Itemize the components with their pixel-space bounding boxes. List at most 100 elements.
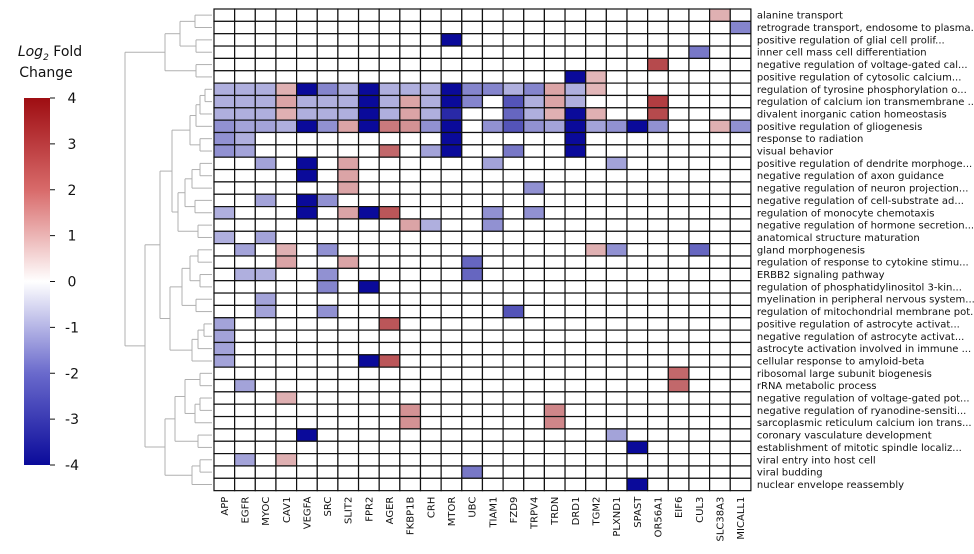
- heatmap-cell: [688, 453, 711, 467]
- heatmap-cell: [626, 20, 649, 35]
- heatmap-cell: [523, 428, 545, 442]
- heatmap-cell: [564, 428, 587, 442]
- heatmap-cell: [564, 70, 587, 84]
- heatmap-cell: [708, 181, 731, 195]
- heatmap-cell: [481, 144, 504, 158]
- row-label: positive regulation of dendrite morphoge…: [757, 159, 972, 170]
- heatmap-cell: [254, 391, 277, 405]
- heatmap-cell: [399, 33, 422, 47]
- heatmap-cell: [667, 33, 690, 47]
- heatmap-cell: [316, 304, 339, 319]
- heatmap-cell: [399, 403, 422, 418]
- heatmap-cell: [647, 428, 669, 442]
- colorbar: Log2 Fold Change 4 3 2 1 0 -1 -2 -3 -4: [18, 44, 82, 474]
- heatmap-cell: [667, 181, 690, 195]
- heatmap-cell: [378, 341, 401, 356]
- heatmap-cell: [254, 428, 277, 442]
- heatmap-cell: [708, 156, 731, 171]
- heatmap-cell: [275, 107, 298, 121]
- heatmap-cell: [688, 255, 711, 269]
- column-label: EIF6: [674, 497, 685, 518]
- heatmap-cell: [523, 82, 545, 97]
- heatmap-cell: [337, 329, 360, 344]
- heatmap-cell: [440, 193, 463, 208]
- row-label: regulation of calcium ion transmembrane …: [757, 97, 974, 108]
- heatmap-cell: [357, 107, 380, 121]
- heatmap-cell: [647, 304, 669, 319]
- heatmap-cell: [667, 428, 690, 442]
- heatmap-cell: [543, 428, 566, 442]
- heatmap-cell: [399, 378, 422, 393]
- heatmap-cell: [667, 329, 690, 344]
- heatmap-cell: [708, 267, 731, 282]
- heatmap-cell: [481, 168, 504, 183]
- heatmap-cell: [647, 453, 669, 467]
- heatmap-cell: [564, 45, 587, 59]
- heatmap-cell: [564, 317, 587, 331]
- heatmap-cell: [605, 8, 628, 22]
- heatmap-cell: [440, 378, 463, 393]
- heatmap-cell: [440, 341, 463, 356]
- heatmap-cell: [419, 403, 442, 418]
- heatmap-cell: [502, 280, 525, 294]
- heatmap-cell: [275, 477, 298, 492]
- heatmap-cell: [688, 465, 711, 479]
- heatmap-cell: [605, 304, 628, 319]
- heatmap-cell: [296, 181, 318, 195]
- heatmap-cell: [275, 57, 298, 72]
- heatmap-cell: [419, 181, 442, 195]
- heatmap-cell: [481, 280, 504, 294]
- heatmap-cell: [275, 168, 298, 183]
- heatmap-cell: [667, 292, 690, 306]
- heatmap-cell: [440, 8, 463, 22]
- heatmap-cell: [543, 193, 566, 208]
- heatmap-cell: [729, 329, 752, 344]
- heatmap-cell: [399, 181, 422, 195]
- heatmap-cell: [729, 82, 752, 97]
- heatmap-cell: [337, 391, 360, 405]
- heatmap-cell: [502, 428, 525, 442]
- heatmap-cell: [605, 206, 628, 220]
- heatmap-cell: [378, 206, 401, 220]
- heatmap-cell: [626, 181, 649, 195]
- column-labels: APP EGFR MYOC CAV1 VEGFA SRC SLIT2 FPR2 AGER FKBP…: [220, 496, 747, 542]
- heatmap-cell: [605, 280, 628, 294]
- heatmap-cell: [502, 193, 525, 208]
- heatmap-cell: [543, 181, 566, 195]
- heatmap-cell: [357, 453, 380, 467]
- heatmap-cell: [523, 292, 545, 306]
- heatmap-cell: [585, 82, 607, 97]
- heatmap-cell: [585, 156, 607, 171]
- heatmap-cell: [461, 45, 484, 59]
- heatmap-cell: [626, 94, 649, 109]
- heatmap-cell: [419, 391, 442, 405]
- heatmap-cell: [234, 131, 256, 146]
- heatmap-cell: [419, 329, 442, 344]
- heatmap-cell: [275, 20, 298, 35]
- heatmap-cell: [296, 354, 318, 368]
- heatmap-cell: [481, 465, 504, 479]
- heatmap-cell: [708, 329, 731, 344]
- heatmap-cell: [337, 156, 360, 171]
- heatmap-cell: [440, 218, 463, 232]
- heatmap-cell: [296, 267, 318, 282]
- heatmap-cell: [357, 243, 380, 257]
- heatmap-cell: [626, 378, 649, 393]
- heatmap-cell: [605, 354, 628, 368]
- heatmap-cell: [296, 70, 318, 84]
- heatmap-cell: [502, 267, 525, 282]
- heatmap-cell: [481, 415, 504, 430]
- heatmap-cell: [647, 230, 669, 245]
- heatmap-cell: [399, 354, 422, 368]
- heatmap-cell: [729, 341, 752, 356]
- heatmap-cell: [440, 415, 463, 430]
- heatmap-cell: [647, 354, 669, 368]
- heatmap-cell: [543, 329, 566, 344]
- heatmap-cell: [564, 267, 587, 282]
- heatmap-cell: [296, 20, 318, 35]
- heatmap-cell: [708, 193, 731, 208]
- heatmap-cell: [729, 193, 752, 208]
- heatmap-cell: [667, 280, 690, 294]
- heatmap-cell: [419, 354, 442, 368]
- column-label: SRC: [323, 497, 334, 517]
